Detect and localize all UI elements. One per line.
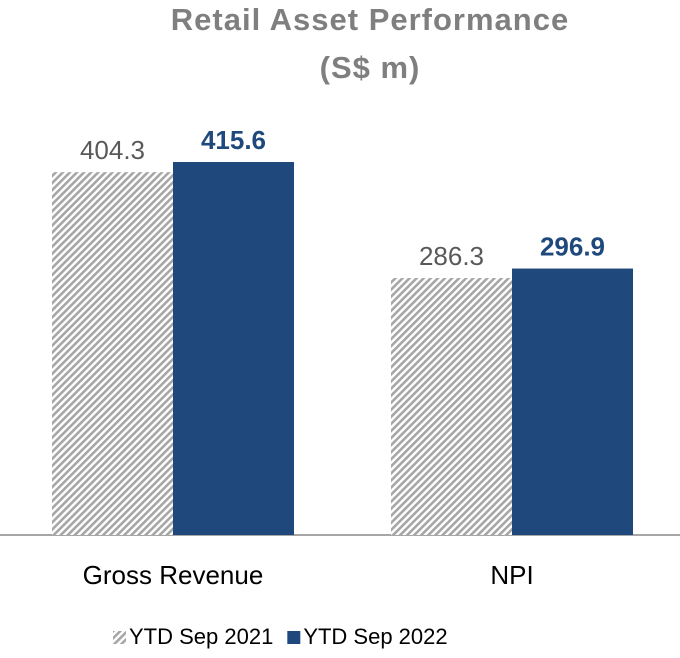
x-tick-label: Gross Revenue [83, 560, 264, 590]
data-label: 296.9 [540, 231, 605, 261]
x-tick-label: NPI [490, 560, 533, 590]
legend-swatch [287, 631, 301, 644]
bar [512, 268, 633, 535]
chart-subtitle: (S$ m) [320, 50, 421, 85]
legend-label: YTD Sep 2021 [129, 624, 273, 649]
data-label: 286.3 [419, 241, 484, 271]
bar [391, 278, 512, 535]
bar [52, 172, 173, 535]
bar [173, 162, 294, 535]
legend-swatch [113, 631, 126, 644]
data-label: 415.6 [201, 125, 266, 155]
data-label: 404.3 [80, 135, 145, 165]
legend-label: YTD Sep 2022 [303, 624, 447, 649]
chart-title: Retail Asset Performance [171, 2, 569, 37]
